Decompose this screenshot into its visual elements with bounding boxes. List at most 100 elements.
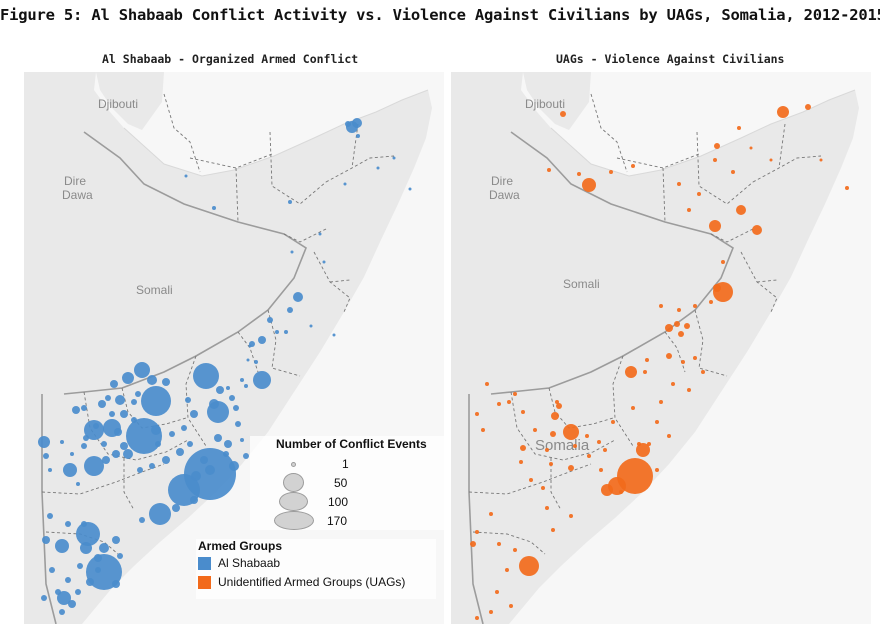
al-shabaab-event-marker — [75, 589, 81, 595]
al-shabaab-event-marker — [72, 406, 80, 414]
uag-event-marker — [845, 186, 849, 190]
armed-groups-legend-title: Armed Groups — [198, 539, 283, 553]
uag-event-marker — [674, 321, 680, 327]
size-legend-label: 50 — [334, 476, 348, 490]
al-shabaab-event-marker — [109, 411, 115, 417]
size-legend-item: 1 — [250, 455, 450, 475]
al-shabaab-event-marker — [135, 391, 141, 397]
al-shabaab-event-marker — [86, 578, 94, 586]
uag-event-marker — [805, 104, 811, 110]
uag-event-marker — [677, 308, 681, 312]
uag-event-marker — [659, 304, 663, 308]
al-shabaab-event-marker — [240, 438, 244, 442]
uag-event-marker — [684, 323, 690, 329]
al-shabaab-event-marker — [184, 174, 188, 178]
al-shabaab-event-marker — [112, 536, 120, 544]
uag-event-marker — [549, 462, 553, 466]
al-shabaab-event-marker — [81, 521, 87, 527]
uag-event-marker — [597, 440, 601, 444]
size-legend-item: 170 — [250, 511, 450, 531]
al-shabaab-event-marker — [41, 595, 47, 601]
al-shabaab-event-marker — [244, 384, 248, 388]
uag-event-marker — [777, 106, 789, 118]
uag-event-marker — [819, 158, 823, 162]
land-area-djibouti — [523, 72, 591, 130]
uag-event-marker — [617, 458, 653, 494]
al-shabaab-event-marker — [293, 292, 303, 302]
land-area-djibouti — [96, 72, 164, 130]
uag-event-marker — [497, 402, 501, 406]
al-shabaab-event-marker — [65, 521, 71, 527]
al-shabaab-event-marker — [352, 118, 362, 128]
uag-event-marker — [545, 506, 549, 510]
uag-event-marker — [659, 400, 663, 404]
uag-event-marker — [489, 610, 493, 614]
al-shabaab-event-marker — [60, 440, 64, 444]
uag-event-marker — [481, 428, 485, 432]
al-shabaab-event-marker — [254, 360, 258, 364]
al-shabaab-event-marker — [240, 378, 244, 382]
al-shabaab-event-marker — [408, 187, 412, 191]
uag-event-marker — [513, 548, 517, 552]
uag-event-marker — [693, 304, 697, 308]
uag-event-marker — [509, 604, 513, 608]
size-legend-circle — [291, 462, 296, 467]
border-ethiopia-somalia — [63, 131, 307, 395]
uag-event-marker — [687, 388, 691, 392]
al-shabaab-event-marker — [253, 371, 271, 389]
uag-event-marker — [731, 170, 735, 174]
left-map-title: Al Shabaab - Organized Armed Conflict — [102, 52, 359, 66]
uag-event-marker — [709, 300, 713, 304]
uag-event-marker — [619, 490, 623, 494]
uag-event-marker — [497, 542, 501, 546]
al-shabaab-event-marker — [185, 397, 191, 403]
al-shabaab-event-marker — [42, 536, 50, 544]
uag-event-marker — [693, 356, 697, 360]
uag-events — [470, 104, 849, 620]
uag-event-marker — [555, 400, 559, 404]
al-shabaab-event-marker — [84, 456, 104, 476]
size-legend-circle — [283, 473, 304, 492]
place-label-djibouti: Djibouti — [98, 97, 138, 111]
border-kenya-somalia — [468, 394, 484, 624]
al-shabaab-event-marker — [147, 375, 157, 385]
al-shabaab-event-marker — [226, 386, 230, 390]
uag-event-marker — [609, 170, 613, 174]
uag-event-marker — [556, 403, 562, 409]
size-legend-item: 100 — [250, 491, 450, 511]
al-shabaab-event-marker — [229, 461, 239, 471]
al-shabaab-event-marker — [155, 441, 161, 447]
uag-event-marker — [569, 514, 573, 518]
al-shabaab-event-marker — [176, 448, 184, 456]
uag-event-marker — [625, 366, 637, 378]
al-shabaab-event-marker — [267, 317, 273, 323]
al-shabaab-event-marker — [258, 336, 266, 344]
al-shabaab-event-marker — [392, 156, 396, 160]
uag-event-marker — [489, 512, 493, 516]
uag-event-marker — [636, 443, 650, 457]
uag-event-marker — [495, 590, 499, 594]
al-shabaab-event-marker — [345, 121, 351, 127]
uag-event-marker — [655, 468, 659, 472]
al-shabaab-event-marker — [120, 410, 128, 418]
al-shabaab-swatch — [198, 557, 211, 570]
al-shabaab-event-marker — [149, 503, 171, 525]
al-shabaab-event-marker — [48, 468, 52, 472]
al-shabaab-event-marker — [322, 260, 326, 264]
al-shabaab-event-marker — [141, 386, 171, 416]
uag-event-marker — [568, 465, 574, 471]
size-legend-label: 100 — [328, 495, 349, 509]
legend-item-al-shabaab: Al Shabaab — [198, 555, 434, 571]
al-shabaab-event-marker — [55, 539, 69, 553]
uag-event-marker — [560, 111, 566, 117]
uag-event-marker — [645, 358, 649, 362]
al-shabaab-event-marker — [102, 456, 110, 464]
al-shabaab-event-marker — [76, 522, 100, 546]
legend-label-al-shabaab: Al Shabaab — [218, 556, 281, 570]
al-shabaab-event-marker — [309, 324, 313, 328]
al-shabaab-event-marker — [115, 395, 125, 405]
al-shabaab-event-marker — [151, 425, 161, 435]
al-shabaab-event-marker — [190, 410, 198, 418]
legend-item-uags: Unidentified Armed Groups (UAGs) — [198, 574, 434, 590]
uag-event-marker — [507, 400, 511, 404]
